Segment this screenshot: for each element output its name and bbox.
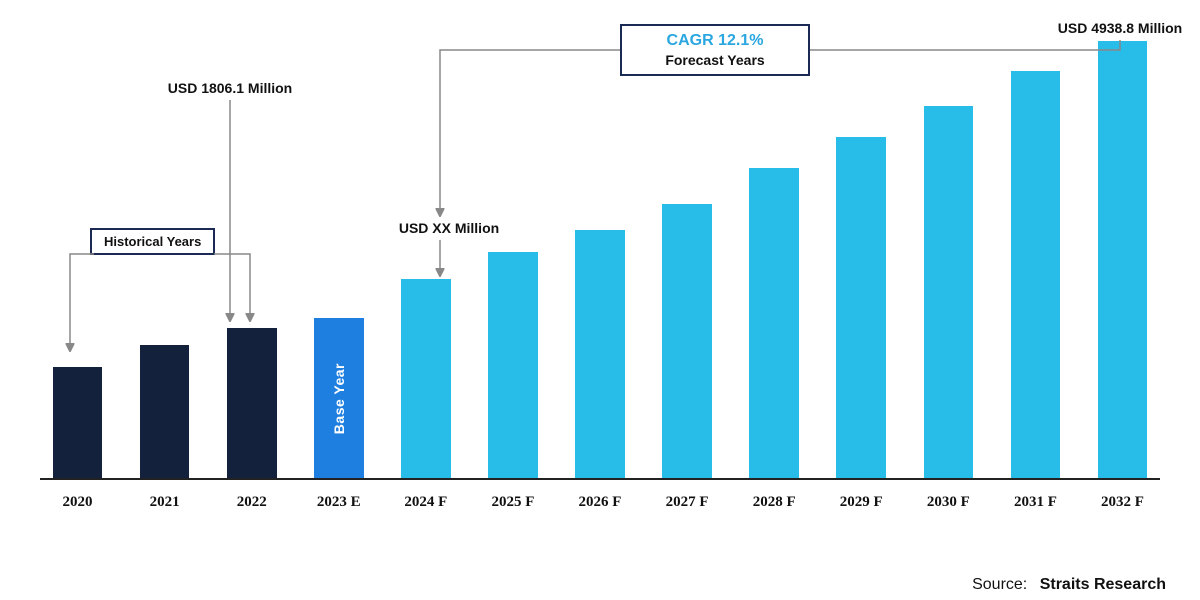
x-axis-label: 2031 F (1002, 494, 1069, 511)
bar-slot (131, 345, 198, 478)
value-label-2022: USD 1806.1 Million (140, 80, 320, 96)
bar-slot: Base Year (305, 318, 372, 478)
base-year-vertical-label: Base Year (331, 363, 347, 434)
x-axis-label: 2032 F (1089, 494, 1156, 511)
bar-slot (828, 137, 895, 478)
x-axis-label: 2026 F (566, 494, 633, 511)
x-axis-label: 2020 (44, 494, 111, 511)
x-axis-label: 2027 F (654, 494, 721, 511)
bar-slot (1002, 71, 1069, 478)
value-label-2032: USD 4938.8 Million (1040, 20, 1200, 36)
x-axis-label: 2024 F (392, 494, 459, 511)
bar (836, 137, 886, 478)
x-axis-label: 2023 E (305, 494, 372, 511)
bar-slot (654, 204, 721, 478)
bar (53, 367, 103, 478)
bar-slot (915, 106, 982, 478)
x-axis-labels: 2020 2021 2022 2023 E 2024 F 2025 F 2026 F 2027… (40, 494, 1160, 511)
bar (924, 106, 974, 478)
bar (401, 279, 451, 478)
historical-years-box: Historical Years (90, 228, 215, 255)
bar-slot (1089, 41, 1156, 478)
bar: Base Year (314, 318, 364, 478)
bar (140, 345, 190, 478)
bar-slot (479, 252, 546, 478)
chart-container: Base Year Historical Years CAGR 12.1% Fo… (40, 20, 1160, 540)
bar-slot (741, 168, 808, 478)
x-axis-label: 2029 F (828, 494, 895, 511)
value-label-2024: USD XX Million (374, 220, 524, 236)
bar-slot (218, 328, 285, 478)
plot-area: Base Year Historical Years CAGR 12.1% Fo… (40, 20, 1160, 480)
x-axis-label: 2021 (131, 494, 198, 511)
cagr-box: CAGR 12.1% Forecast Years (620, 24, 810, 76)
x-axis-label: 2022 (218, 494, 285, 511)
bar-slot (566, 230, 633, 478)
source-attribution: Source: Straits Research (972, 576, 1166, 594)
bar (575, 230, 625, 478)
bar (488, 252, 538, 478)
historical-years-text: Historical Years (104, 234, 201, 249)
cagr-value: CAGR 12.1% (636, 32, 794, 50)
bar (1098, 41, 1148, 478)
x-axis-label: 2025 F (479, 494, 546, 511)
x-axis-label: 2028 F (741, 494, 808, 511)
forecast-years-label: Forecast Years (636, 52, 794, 68)
bar (749, 168, 799, 478)
bar (662, 204, 712, 478)
x-axis-label: 2030 F (915, 494, 982, 511)
bar (227, 328, 277, 478)
source-label: Source: (972, 576, 1027, 593)
bar-slot (392, 279, 459, 478)
bar-slot (44, 367, 111, 478)
bar (1011, 71, 1061, 478)
source-name: Straits Research (1040, 576, 1166, 593)
